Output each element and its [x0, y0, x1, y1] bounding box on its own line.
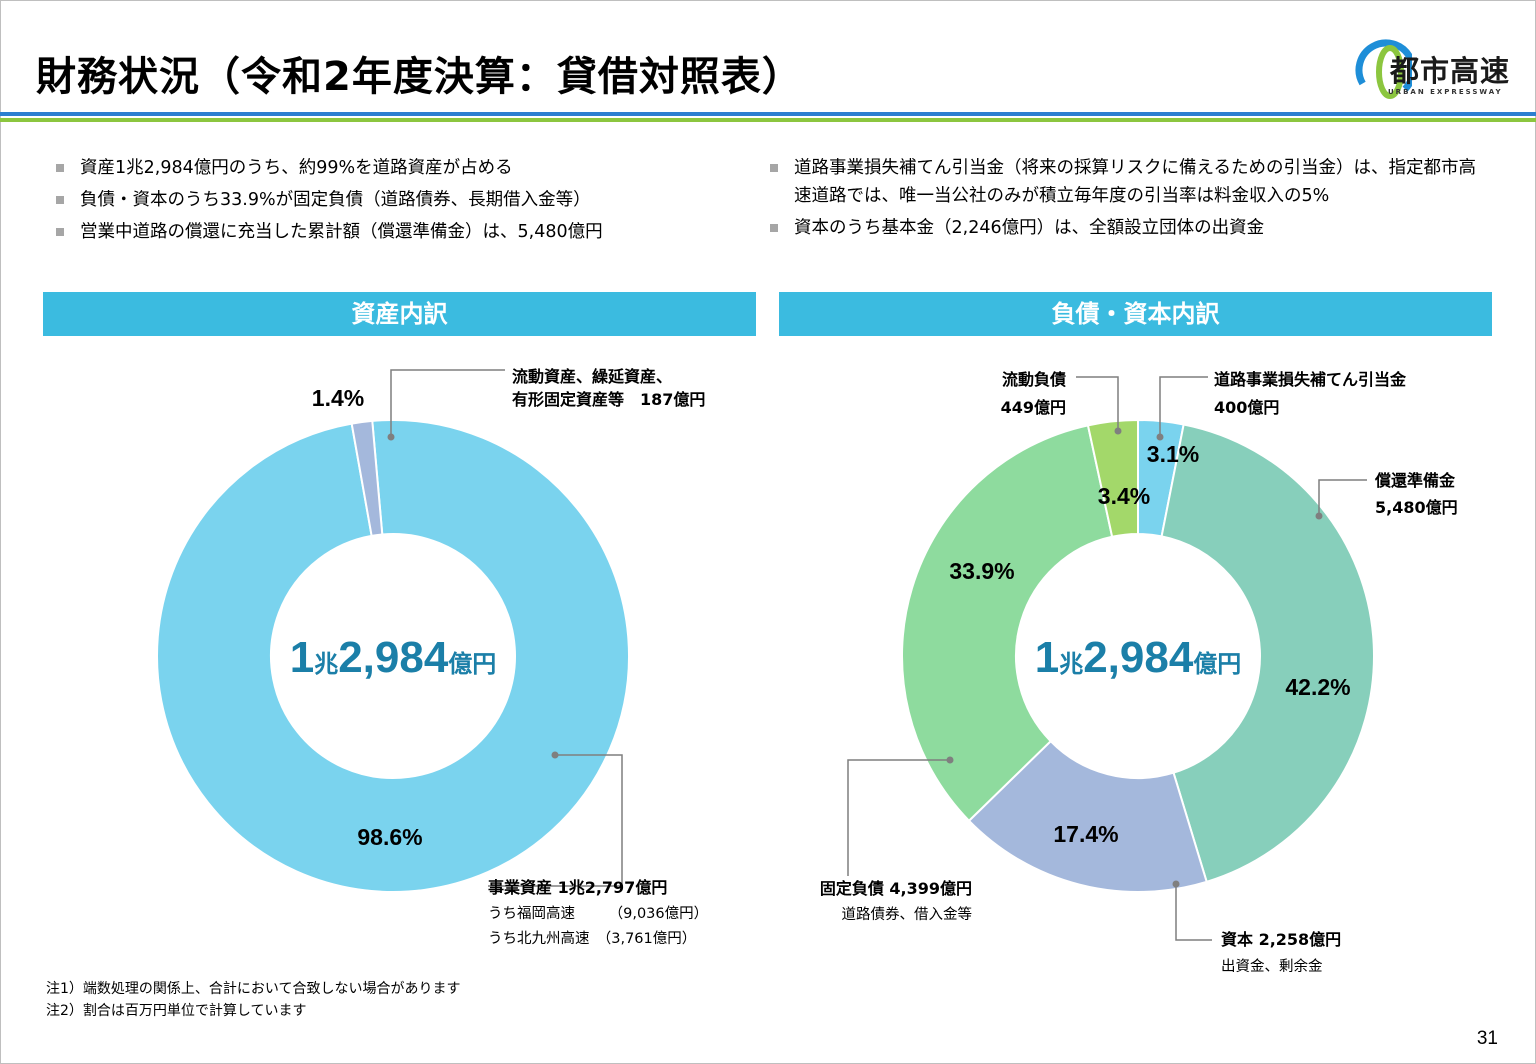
leader-line [390, 369, 505, 437]
slice-label: 償還準備金 [1374, 471, 1456, 490]
bullet-item: 営業中道路の償還に充当した累計額（償還準備金）は、5,480億円 [54, 218, 734, 246]
slice-label: 流動負債 [1002, 370, 1066, 389]
footnote: 注2）割合は百万円単位で計算しています [46, 1003, 307, 1019]
donut-slice [967, 739, 1208, 893]
slice-label: 事業資産 1兆2,797億円 [488, 878, 667, 897]
slice-percent-label: 1.4% [312, 385, 364, 411]
bullet-list-left: 資産1兆2,984億円のうち、約99%を道路資産が占める 負債・資本のうち33.… [54, 154, 734, 250]
leader-dot [946, 756, 954, 764]
slice-label: 資本 2,258億円 [1221, 930, 1341, 949]
slice-label: 道路事業損失補てん引当金 [1214, 370, 1407, 389]
slice-sublabel: うち福岡高速 （9,036億円） [488, 905, 708, 922]
bullet-text: 資産1兆2,984億円のうち、約99%を道路資産が占める [80, 158, 513, 178]
header-rule-green [0, 118, 1536, 122]
donut-center-total: 1兆2,984億円 [290, 633, 497, 682]
bullet-item: 負債・資本のうち33.9%が固定負債（道路債券、長期借入金等） [54, 186, 734, 214]
section-header-liabilities: 負債・資本内訳 [779, 292, 1492, 336]
slice-percent-label: 3.1% [1147, 441, 1199, 467]
leader-line [1159, 376, 1208, 437]
section-header-assets: 資産内訳 [43, 292, 756, 336]
footnote: 注1）端数処理の関係上、合計において合致しない場合があります [46, 981, 461, 997]
logo-mark-icon [1355, 39, 1412, 101]
bullet-square-icon [770, 164, 778, 172]
slice-percent-label: 17.4% [1053, 821, 1118, 847]
leader-dot [1156, 433, 1164, 441]
leader-line [1076, 376, 1119, 431]
donut-slice [1160, 423, 1375, 884]
bullet-square-icon [56, 164, 64, 172]
bullet-text: 資本のうち基本金（2,246億円）は、全額設立団体の出資金 [794, 218, 1265, 238]
header-rule-blue [0, 112, 1536, 116]
bullet-item: 資産1兆2,984億円のうち、約99%を道路資産が占める [54, 154, 734, 182]
leader-dot [1114, 427, 1122, 435]
page-number: 31 [1476, 1028, 1498, 1049]
bullet-square-icon [56, 228, 64, 236]
leader-dot [387, 433, 395, 441]
slice-label: 449億円 [1001, 398, 1066, 417]
donut-slice [156, 419, 630, 893]
logo: 都市高速 URBAN EXPRESSWAY [1352, 30, 1512, 106]
bullet-text: 負債・資本のうち33.9%が固定負債（道路債券、長期借入金等） [80, 190, 591, 210]
logo-subtext: URBAN EXPRESSWAY [1388, 88, 1503, 96]
slice-sublabel: うち北九州高速 （3,761億円） [488, 930, 696, 947]
donut-slice [350, 419, 384, 538]
slice-label: 有形固定資産等 187億円 [512, 390, 705, 409]
logo-text: 都市高速 [1390, 54, 1511, 88]
leader-line [847, 759, 950, 876]
leader-dot [551, 751, 559, 759]
slice-percent-label: 3.4% [1098, 483, 1150, 509]
slice-label: 400億円 [1214, 398, 1279, 417]
slice-label: 流動資産、繰延資産、 [512, 367, 672, 386]
slice-sublabel: 出資金、剰余金 [1221, 957, 1323, 975]
slice-percent-label: 42.2% [1285, 674, 1350, 700]
donut-center-total: 1兆2,984億円 [1035, 633, 1242, 682]
bullet-square-icon [770, 224, 778, 232]
bullet-text: 営業中道路の償還に充当した累計額（償還準備金）は、5,480億円 [80, 222, 603, 242]
donut-chart-liabilities: 3.1% 42.2% 17.4% 33.9% 3.4% 1兆2,984億円 道路事業損失補て… [820, 370, 1458, 975]
leader-line [1318, 479, 1367, 516]
leader-line [1175, 884, 1212, 941]
bullet-item: 資本のうち基本金（2,246億円）は、全額設立団体の出資金 [768, 214, 1488, 242]
slice-label: 5,480億円 [1375, 498, 1458, 517]
donut-slice [901, 424, 1114, 823]
bullet-list-right: 道路事業損失補てん引当金（将来の採算リスクに備えるための引当金）は、指定都市高速… [768, 154, 1488, 246]
donut-slice [1086, 418, 1139, 538]
slice-percent-label: 33.9% [949, 558, 1014, 584]
bullet-square-icon [56, 196, 64, 204]
leader-line [488, 754, 623, 887]
footnotes: 注1）端数処理の関係上、合計において合致しない場合があります 注2）割合は百万円… [46, 978, 461, 1022]
slice-sublabel: 道路債券、借入金等 [842, 905, 973, 923]
bullet-text: 道路事業損失補てん引当金（将来の採算リスクに備えるための引当金）は、指定都市高速… [794, 158, 1476, 206]
leader-dot [1315, 512, 1323, 520]
slice-label: 固定負債 4,399億円 [820, 879, 972, 898]
slice-percent-label: 98.6% [357, 824, 422, 850]
leader-dot [1172, 880, 1180, 888]
bullet-item: 道路事業損失補てん引当金（将来の採算リスクに備えるための引当金）は、指定都市高速… [768, 154, 1488, 210]
page-title: 財務状況（令和2年度決算：貸借対照表） [36, 54, 803, 100]
